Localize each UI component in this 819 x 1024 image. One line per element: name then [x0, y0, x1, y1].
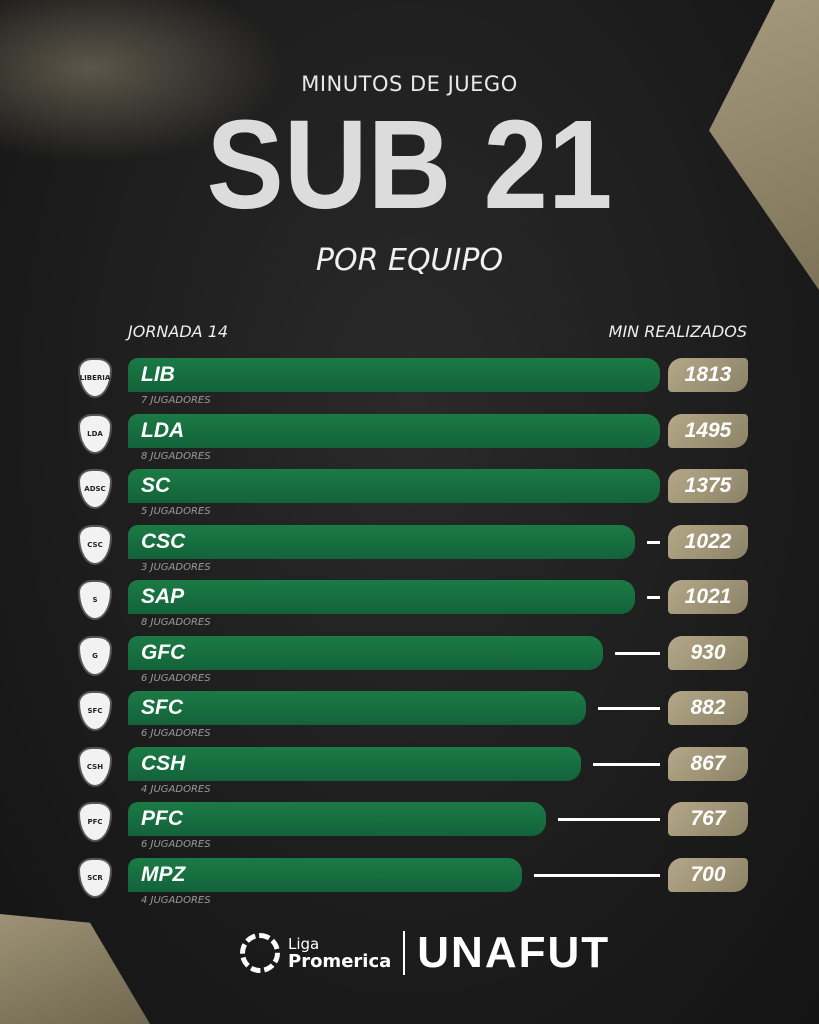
team-crest-icon: S	[78, 580, 112, 620]
bar-sfc	[128, 691, 586, 725]
connector-line	[557, 818, 660, 821]
bar-row-mpz: SCR MPZ 4 JUGADORES 700	[0, 857, 819, 913]
bar-row-csh: CSH CSH 4 JUGADORES 867	[0, 746, 819, 802]
minutes-value: 767	[668, 802, 748, 836]
bar-sap	[128, 580, 635, 614]
players-count: 6 JUGADORES	[141, 728, 211, 739]
players-count: 4 JUGADORES	[141, 894, 211, 906]
connector-line	[597, 707, 660, 710]
connector-line	[646, 596, 660, 599]
team-code: CSH	[141, 751, 186, 775]
bar-row-sap: S SAP 8 JUGADORES 1021	[0, 580, 819, 635]
bar-row-lda: LDA LDA 8 JUGADORES 1495	[0, 413, 819, 469]
players-count: 3 JUGADORES	[141, 561, 211, 573]
bar-mpz	[128, 857, 522, 892]
bar-pfc	[128, 802, 546, 836]
team-crest-icon: CSH	[78, 746, 112, 787]
team-code: LDA	[141, 418, 185, 442]
divider	[403, 931, 406, 975]
team-code: SC	[141, 474, 171, 497]
team-crest-icon: ADSC	[78, 469, 112, 509]
bar-csc	[128, 524, 636, 559]
minutes-value: 867	[668, 746, 748, 781]
team-code: SFC	[141, 696, 183, 719]
team-code: LIB	[141, 363, 175, 386]
team-code: MPZ	[141, 862, 186, 886]
footer-logos: Liga Promerica UNAFUT	[240, 928, 610, 978]
team-code: CSC	[141, 529, 186, 553]
minutes-value: 1022	[668, 524, 748, 559]
graffiti-decoration	[0, 0, 300, 170]
bar-row-lib: LIBERIA LIB 7 JUGADORES 1813	[0, 358, 819, 413]
players-count: 8 JUGADORES	[141, 617, 211, 628]
bar-gfc	[128, 635, 603, 670]
players-count: 6 JUGADORES	[141, 672, 211, 684]
minutes-value: 700	[668, 857, 748, 892]
bar-row-sfc: SFC SFC 6 JUGADORES 882	[0, 691, 819, 746]
team-crest-icon: G	[78, 635, 112, 676]
bar-sc	[128, 469, 660, 503]
bar-row-pfc: PFC PFC 6 JUGADORES 767	[0, 802, 819, 857]
page-title: SUB 21	[206, 94, 613, 235]
minutes-value: 1495	[668, 413, 748, 448]
minutes-label: MIN REALIZADOS	[608, 322, 747, 341]
team-code: SAP	[141, 585, 185, 608]
bar-row-csc: CSC CSC 3 JUGADORES 1022	[0, 524, 819, 580]
connector-line	[534, 873, 660, 877]
connector-line	[647, 540, 660, 544]
promerica-text: Promerica	[288, 950, 392, 972]
players-count: 6 JUGADORES	[141, 839, 211, 850]
minutes-value: 1021	[668, 580, 748, 614]
bar-lib	[128, 358, 660, 392]
players-count: 8 JUGADORES	[141, 450, 211, 462]
liga-text: Liga	[288, 934, 320, 953]
minutes-value: 1813	[668, 358, 748, 392]
bar-row-sc: ADSC SC 5 JUGADORES 1375	[0, 469, 819, 524]
kicker: MINUTOS DE JUEGO	[301, 72, 518, 96]
players-count: 7 JUGADORES	[141, 395, 211, 406]
team-crest-icon: CSC	[78, 524, 112, 565]
connector-line	[614, 651, 660, 655]
players-count: 5 JUGADORES	[141, 506, 211, 517]
team-crest-icon: SFC	[78, 691, 112, 731]
team-crest-icon: LIBERIA	[78, 358, 112, 398]
minutes-value: 930	[668, 635, 748, 670]
liga-promerica-logo-icon	[240, 933, 280, 973]
bar-lda	[128, 413, 660, 448]
bar-csh	[128, 746, 581, 781]
liga-promerica-text: Liga Promerica	[288, 934, 392, 972]
minutes-value: 882	[668, 691, 748, 725]
unafut-logo: UNAFUT	[417, 928, 611, 977]
players-count: 4 JUGADORES	[141, 783, 211, 795]
team-crest-icon: LDA	[78, 413, 112, 454]
team-code: PFC	[141, 807, 183, 830]
bar-row-gfc: G GFC 6 JUGADORES 930	[0, 635, 819, 691]
minutes-value: 1375	[668, 469, 748, 503]
team-crest-icon: PFC	[78, 802, 112, 842]
team-code: GFC	[141, 640, 186, 664]
round-label: JORNADA 14	[128, 322, 229, 341]
team-crest-icon: SCR	[78, 857, 112, 898]
subtitle: POR EQUIPO	[315, 243, 504, 278]
connector-line	[592, 762, 660, 766]
